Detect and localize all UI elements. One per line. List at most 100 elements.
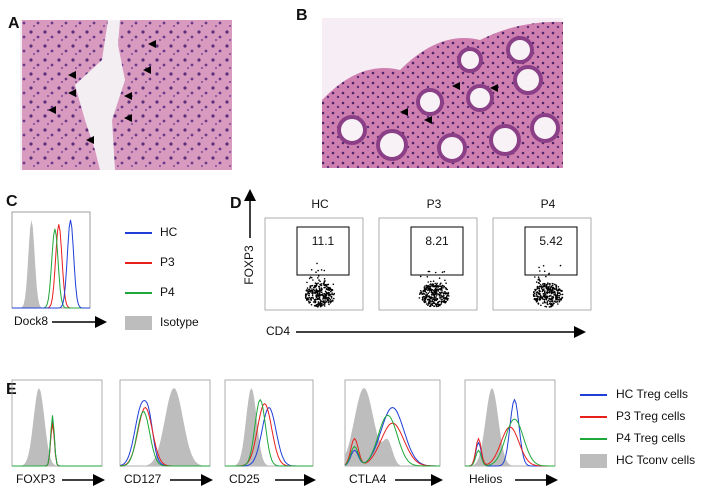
dot [548,295,550,298]
dot [327,301,330,304]
dot [542,283,544,285]
panel-label: A [8,15,20,32]
dot [443,300,446,302]
dot [434,298,437,300]
dot [440,286,443,289]
dot [325,294,328,297]
dot [329,295,331,297]
dot [445,288,448,290]
dot [538,266,540,269]
dot [437,302,439,304]
dot [328,303,330,306]
dot [308,288,311,291]
dot [550,285,553,288]
dot [427,303,430,305]
dot [539,290,541,293]
dot [537,302,540,305]
dot [448,295,450,297]
dot [551,300,554,302]
dot [552,288,555,290]
dot [333,292,336,295]
dot [545,286,548,288]
dot [326,287,328,290]
dot [319,302,322,305]
dot [425,284,428,287]
dot [428,296,431,299]
dot [534,289,537,292]
dot [428,300,431,302]
dot [422,296,424,298]
dot [550,295,552,297]
gate-value: 11.1 [312,234,335,248]
dot [546,301,549,303]
dot [541,285,543,287]
dot [551,292,554,294]
dot [320,294,322,296]
dot [321,293,324,295]
dot [323,304,325,306]
legend-label: Isotype [160,315,199,329]
dot [440,282,442,285]
dot [315,284,318,286]
dot [435,292,437,295]
dot [561,289,563,292]
dot [546,303,549,305]
dot [321,291,323,294]
dot [533,295,535,298]
dot [327,289,329,291]
dot [315,296,318,299]
dot [325,296,327,298]
dot [419,275,422,278]
dot [438,291,441,294]
dot [425,297,428,299]
dot [539,284,542,286]
dot [554,294,556,296]
dot [542,286,544,288]
dot [319,301,322,304]
dot [560,293,562,296]
dot [424,285,426,287]
dot [310,269,313,271]
dot [547,299,549,302]
dot [444,302,447,304]
dot [319,280,321,283]
histogram-line [225,402,313,467]
dot [305,293,307,295]
dot [549,300,551,303]
dot [311,294,314,297]
dot [426,276,429,278]
dot [550,286,552,289]
dot [433,301,435,303]
dot [554,288,556,290]
dot [544,296,547,299]
histogram-line [465,418,555,467]
dot [555,301,558,303]
dot [305,289,308,292]
gate-value: 5.42 [539,234,563,248]
panel-label: E [6,381,17,398]
dot [425,288,428,291]
dot [542,265,545,267]
dot [541,290,544,293]
dot [308,300,310,303]
axis-label: Helios [469,472,502,486]
histogram-line [12,219,90,309]
dot [437,293,439,295]
dot [320,283,323,285]
plot-title: HC [311,197,329,211]
dot [306,281,308,284]
plot-frame [224,379,314,467]
dot [322,294,325,297]
dot [425,303,428,305]
dot [560,299,563,301]
histology-image [20,20,232,170]
dot [331,288,334,291]
dot [534,276,536,278]
dot [438,285,441,287]
dot [311,293,314,295]
dot [328,297,331,300]
dot [320,289,322,292]
dot [317,269,319,272]
dot [550,304,553,306]
dot [312,288,315,291]
